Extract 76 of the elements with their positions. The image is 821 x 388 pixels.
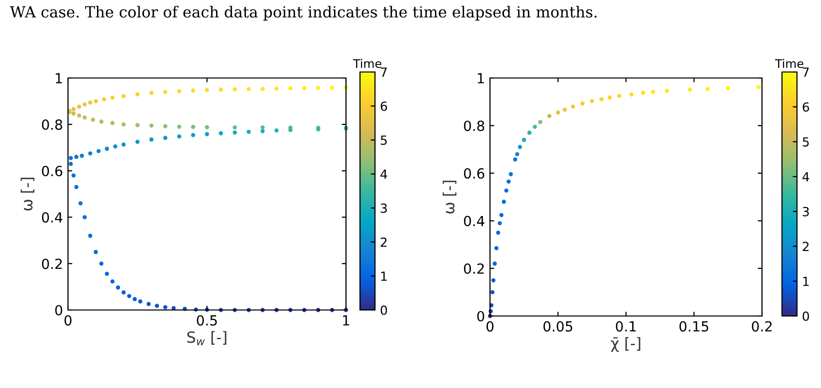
- x-tick-label: 0.1: [616, 321, 636, 332]
- point: [496, 230, 500, 235]
- point: [532, 124, 537, 129]
- point: [580, 101, 585, 106]
- point: [538, 120, 542, 124]
- color-bar-label: 7: [802, 68, 809, 77]
- point: [556, 110, 560, 115]
- chart-title: WA case. The color of each data point indicates the time elapsed in months.: [10, 6, 597, 21]
- point: [502, 200, 506, 204]
- point: [599, 97, 604, 102]
- point: [518, 144, 522, 150]
- point: [513, 157, 518, 162]
- color-bar-label: 6: [802, 102, 810, 112]
- y-tick-label: 0.2: [42, 258, 62, 270]
- point: [499, 213, 504, 218]
- point: [491, 278, 496, 282]
- point: [688, 88, 692, 92]
- point: [629, 92, 634, 97]
- point: [562, 108, 567, 112]
- y-axis-title: ω [-]: [442, 180, 456, 214]
- color-bar-label: 3: [380, 203, 387, 213]
- point: [651, 90, 656, 94]
- x-axis-title: χ̄ [-]: [610, 337, 640, 352]
- color-bar-label: 1: [803, 276, 809, 286]
- y-tick-label: 0: [55, 304, 62, 316]
- y-axis-title: ω [-]: [20, 178, 34, 211]
- y-tick-label: 0.4: [42, 212, 62, 223]
- point: [492, 262, 497, 266]
- y-tick-label: 1: [56, 73, 62, 84]
- color-bar-label: 5: [802, 137, 809, 147]
- x-axis-title: S$_{w}$ [-]: [187, 331, 226, 346]
- color-bar-label: 2: [802, 242, 809, 252]
- color-bar-label: 4: [380, 170, 388, 179]
- y-tick-label: 1: [478, 73, 484, 84]
- y-tick-label: 0.4: [464, 216, 484, 226]
- x-tick-label: 0: [486, 321, 494, 332]
- point: [515, 152, 520, 156]
- x-tick-label: 0.15: [679, 321, 708, 332]
- point: [706, 86, 710, 92]
- color-bar-label: 0: [380, 305, 387, 315]
- point: [547, 114, 552, 118]
- point: [641, 90, 646, 95]
- x-tick-label: 0.2: [752, 321, 772, 332]
- color-bar-title: Time: [353, 58, 382, 68]
- point: [664, 88, 669, 93]
- y-tick-label: 0.6: [464, 168, 484, 179]
- color-bar-label: 4: [802, 172, 810, 182]
- x-tick-label: 0.05: [543, 321, 572, 332]
- point: [508, 172, 513, 176]
- y-tick-label: 0.2: [464, 263, 484, 274]
- x-tick-label: 0.5: [196, 315, 217, 326]
- point: [498, 221, 502, 226]
- point: [522, 138, 526, 142]
- point: [726, 86, 730, 90]
- y-tick-label: 0.6: [42, 166, 62, 176]
- x-tick-label: 1: [343, 315, 350, 326]
- point: [756, 84, 761, 90]
- x-tick-label: 0: [64, 315, 72, 326]
- color-bar-label: 5: [380, 136, 387, 145]
- y-tick-label: 0.8: [464, 120, 484, 132]
- point: [527, 130, 532, 135]
- color-bar-label: 7: [380, 68, 387, 77]
- point: [617, 94, 622, 98]
- color-bar-label: 3: [802, 206, 809, 216]
- y-tick-label: 0.8: [42, 119, 62, 130]
- color-bar-label: 2: [380, 237, 387, 247]
- point: [590, 99, 594, 104]
- point: [608, 95, 612, 100]
- point: [494, 246, 498, 250]
- point: [490, 290, 495, 294]
- point: [506, 179, 511, 184]
- point: [504, 188, 508, 193]
- point: [570, 104, 576, 109]
- color-bar-label: 1: [381, 272, 387, 281]
- color-bar-title: Time: [775, 58, 804, 68]
- color-bar-label: 6: [380, 101, 388, 111]
